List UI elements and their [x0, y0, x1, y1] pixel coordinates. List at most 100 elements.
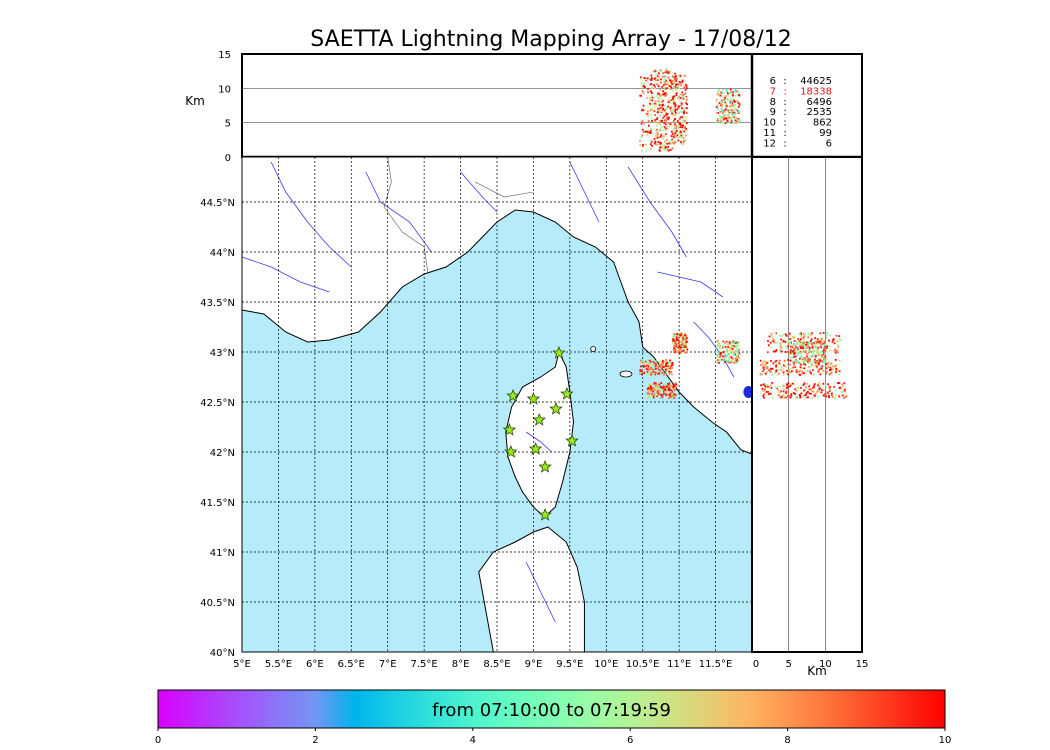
lightning-point [716, 359, 719, 362]
river-1 [365, 171, 432, 253]
lightning-point [656, 384, 659, 387]
lightning-point [838, 382, 841, 385]
lightning-point [667, 122, 670, 125]
lightning-point [797, 347, 800, 350]
lightning-point [786, 395, 789, 398]
lightning-point [785, 390, 788, 393]
latitude-tick-label: 44°N [210, 248, 235, 259]
lightning-point [727, 114, 730, 117]
lightning-point [715, 98, 718, 101]
lightning-point [803, 335, 806, 338]
lightning-point [795, 396, 798, 399]
lightning-point [737, 106, 740, 108]
lightning-point [794, 393, 797, 395]
lightning-point [785, 387, 788, 390]
lightning-point [772, 396, 774, 399]
lightning-point [724, 101, 726, 104]
lightning-point [670, 366, 673, 369]
lightning-point [841, 394, 844, 397]
lightning-point [671, 75, 674, 77]
lightning-point [726, 99, 729, 102]
lightning-point [663, 77, 666, 80]
lightning-point [817, 352, 819, 355]
lightning-point [816, 352, 818, 354]
lightning-point [655, 103, 658, 105]
lightning-point [722, 99, 725, 101]
lightning-point [674, 102, 677, 104]
lightning-point [844, 390, 847, 393]
lightning-point [819, 373, 822, 376]
lightning-point [661, 369, 664, 372]
lightning-point [641, 134, 644, 137]
lightning-point [645, 77, 648, 80]
lightning-point [662, 90, 665, 93]
lightning-point [674, 114, 677, 117]
lightning-point [784, 365, 787, 368]
lightning-point [733, 121, 736, 124]
lightning-point [664, 94, 667, 97]
lightning-point [737, 354, 740, 357]
border-1 [475, 181, 534, 198]
lightning-point [676, 351, 679, 353]
lightning-point [678, 112, 681, 115]
lightning-point [802, 384, 805, 386]
lightning-point [685, 95, 688, 98]
lightning-point [673, 120, 675, 123]
lightning-point [648, 361, 651, 364]
lightning-point [642, 144, 644, 146]
lightning-point [738, 112, 740, 114]
lightning-point [771, 335, 773, 338]
lightning-point [736, 347, 739, 350]
lightning-point [797, 360, 800, 363]
lightning-point [669, 367, 672, 370]
lightning-point [831, 395, 834, 398]
lightning-point [807, 340, 810, 343]
lightning-point [772, 337, 774, 340]
lightning-point [813, 385, 815, 387]
lightning-point [829, 334, 831, 337]
lightning-point [718, 102, 721, 104]
lightning-point [668, 99, 671, 102]
lightning-point [682, 119, 685, 122]
lightning-point [654, 118, 657, 121]
lightning-point [650, 74, 653, 77]
lightning-point [734, 342, 737, 344]
lightning-point [665, 79, 668, 82]
lightning-point [833, 350, 835, 353]
lightning-point [667, 76, 670, 79]
lightning-point [822, 359, 825, 362]
lightning-point [789, 352, 791, 355]
lightning-point [676, 78, 678, 80]
lightning-point [676, 333, 678, 335]
lightning-point [683, 117, 686, 120]
lightning-point [669, 110, 672, 112]
lightning-point [794, 366, 797, 368]
lightning-point [649, 102, 651, 105]
lightning-point [672, 82, 675, 85]
lightning-point [805, 341, 807, 344]
lightning-point [674, 394, 677, 396]
lightning-point [682, 93, 685, 96]
lightning-point [646, 133, 649, 136]
lightning-point [731, 347, 734, 350]
lightning-point [800, 345, 803, 348]
lightning-point [767, 391, 770, 393]
lightning-point [775, 364, 778, 367]
lightning-point [640, 109, 643, 112]
lightning-point [672, 337, 675, 340]
lightning-point [791, 336, 794, 339]
lightning-point [649, 368, 652, 371]
lightning-point [671, 83, 674, 85]
lightning-point [661, 360, 664, 362]
lightning-point [664, 384, 667, 387]
lightning-point [676, 120, 679, 122]
lightning-point [815, 338, 818, 341]
lightning-point [683, 74, 686, 77]
colorbar-label: from 07:10:00 to 07:19:59 [432, 700, 671, 721]
lightning-point [761, 370, 764, 373]
lightning-point [737, 355, 739, 358]
lightning-point [809, 351, 812, 354]
lightning-point [817, 346, 820, 349]
lightning-point [822, 370, 825, 373]
lightning-point [684, 121, 687, 124]
